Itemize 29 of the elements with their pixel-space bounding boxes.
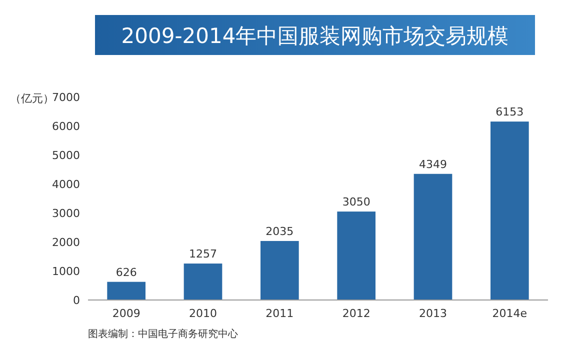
data-label: 1257: [189, 248, 217, 261]
bar: [260, 240, 299, 300]
data-label: 626: [116, 266, 137, 279]
y-tick-label: 0: [73, 294, 80, 307]
x-tick-label: 2012: [342, 307, 370, 320]
y-tick-label: 7000: [52, 91, 80, 104]
x-tick-label: 2014e: [492, 307, 528, 320]
x-tick-label: 2013: [419, 307, 447, 320]
bar: [414, 174, 452, 300]
data-label: 3050: [342, 196, 370, 209]
bar: [337, 212, 376, 300]
data-label: 2035: [266, 224, 294, 238]
y-tick-label: 3000: [52, 207, 80, 220]
y-tick-label: 2000: [52, 236, 80, 249]
y-tick-label: 6000: [52, 120, 80, 133]
data-label: 6153: [496, 106, 524, 119]
text: 图表编制：中国电子商务研究中心: [88, 328, 238, 340]
chart-title: 2009-2014年中国服装网购市场交易规模: [121, 24, 509, 48]
y-tick-label: 4000: [52, 178, 80, 191]
x-tick-label: 2010: [189, 307, 217, 320]
x-tick-label: 2011: [266, 307, 294, 320]
y-tick-label: 1000: [52, 265, 80, 278]
y-axis-title: （亿元）: [10, 92, 54, 105]
x-tick-label: 2009: [112, 307, 140, 320]
bar: [107, 282, 146, 300]
bar: [184, 264, 222, 300]
data-label: 4349: [419, 158, 447, 171]
bar: [490, 122, 529, 300]
y-tick-label: 5000: [52, 149, 80, 162]
